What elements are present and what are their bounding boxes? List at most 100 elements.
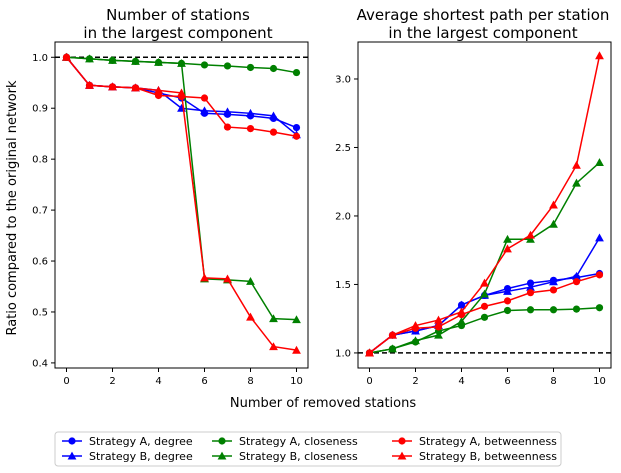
plot-area-frame	[357, 41, 612, 369]
data-point	[549, 219, 558, 228]
x-tick-label: 6	[504, 376, 510, 387]
legend-label: Strategy A, closeness	[239, 435, 358, 448]
x-tick-label: 2	[412, 376, 418, 387]
data-point	[595, 271, 604, 279]
x-tick-label: 4	[458, 376, 464, 387]
data-point	[154, 57, 163, 66]
data-point	[457, 300, 466, 309]
data-point	[503, 306, 512, 315]
data-point	[388, 344, 397, 353]
x-axis-label: Number of removed stations	[230, 396, 417, 411]
data-point	[85, 54, 94, 63]
series-line	[369, 161, 600, 354]
series-strategy-b-closeness	[365, 158, 604, 357]
data-point	[480, 313, 489, 321]
legend-item-strategy-a-closeness: Strategy A, closeness	[212, 435, 358, 448]
legend-marker	[397, 451, 407, 460]
data-point	[503, 234, 512, 243]
x-tick-label: 8	[247, 376, 253, 387]
x-tick-label: 10	[593, 376, 606, 387]
y-tick-label: 0.7	[32, 206, 48, 217]
data-point	[503, 297, 512, 305]
data-point	[223, 62, 232, 70]
legend-item-strategy-b-degree: Strategy B, degree	[62, 450, 193, 463]
data-point	[154, 85, 163, 94]
legend-item-strategy-b-betweenness: Strategy B, betweenness	[392, 450, 557, 463]
data-point	[503, 286, 512, 295]
plot-area-frame	[54, 41, 309, 369]
y-tick-label: 3.0	[335, 74, 351, 85]
data-point	[526, 282, 535, 291]
chart-title-line1: Number of stations	[106, 6, 250, 24]
x-tick-label: 4	[155, 376, 161, 387]
data-point	[131, 83, 140, 92]
data-point	[457, 317, 466, 325]
data-point	[595, 304, 604, 312]
chart-panel-shortest-path: Average shortest path per station in the…	[335, 6, 612, 387]
x-tick-label: 8	[550, 376, 556, 387]
y-axis-label: Ratio compared to the original network	[5, 80, 20, 336]
data-point	[269, 342, 278, 351]
data-point	[549, 277, 558, 286]
y-tick-label: 1.0	[32, 53, 48, 64]
x-tick-label: 0	[63, 376, 69, 387]
data-point	[480, 278, 489, 287]
y-tick-label: 2.0	[335, 211, 351, 222]
data-point	[572, 278, 581, 286]
legend-item-strategy-a-degree: Strategy A, degree	[62, 435, 193, 448]
data-point	[246, 108, 255, 117]
legend-label: Strategy B, degree	[89, 450, 193, 463]
x-tick-label: 10	[290, 376, 303, 387]
data-point	[549, 200, 558, 209]
data-point	[223, 107, 232, 116]
data-point	[503, 244, 512, 253]
data-point	[388, 330, 397, 339]
chart-panel-station-count: Number of stations in the largest compon…	[32, 6, 309, 387]
legend-item-strategy-b-closeness: Strategy B, closeness	[212, 450, 358, 463]
x-tick-label: 0	[366, 376, 372, 387]
data-point	[595, 51, 604, 60]
data-point	[269, 64, 278, 73]
data-point	[526, 230, 535, 239]
series-strategy-b-betweenness	[365, 51, 604, 357]
data-point	[269, 314, 278, 323]
legend-marker	[398, 437, 406, 445]
data-point	[200, 273, 209, 282]
chart-title-line2: in the largest component	[83, 24, 272, 42]
data-point	[200, 61, 209, 69]
data-point	[292, 68, 301, 77]
data-point	[572, 305, 581, 313]
data-point	[269, 111, 278, 120]
data-point	[595, 158, 604, 167]
data-point	[292, 123, 301, 132]
data-point	[434, 330, 443, 339]
x-tick-label: 2	[109, 376, 115, 387]
data-point	[526, 306, 535, 314]
data-point	[200, 106, 209, 115]
chart-title-line1: Average shortest path per station	[357, 6, 610, 24]
data-point	[292, 345, 301, 354]
data-point	[246, 124, 255, 133]
data-point	[480, 302, 489, 310]
data-point	[526, 289, 535, 297]
data-point	[108, 82, 117, 91]
data-point	[246, 63, 255, 72]
data-point	[177, 88, 186, 97]
data-point	[62, 52, 71, 61]
data-point	[108, 55, 117, 64]
legend: Strategy A, degree Strategy B, degree Stra…	[54, 431, 562, 467]
data-point	[572, 271, 581, 280]
y-tick-label: 0.4	[32, 358, 48, 369]
legend-frame	[54, 431, 562, 467]
data-point	[200, 94, 209, 102]
legend-label: Strategy B, closeness	[239, 450, 358, 463]
data-point	[549, 306, 558, 314]
y-tick-label: 1.0	[335, 348, 351, 359]
data-point	[246, 277, 255, 285]
legend-marker	[218, 437, 226, 445]
series-strategy-a-closeness	[365, 304, 604, 357]
data-point	[572, 160, 581, 169]
legend-label: Strategy B, betweenness	[419, 450, 557, 463]
data-point	[131, 56, 140, 65]
data-point	[595, 233, 604, 242]
